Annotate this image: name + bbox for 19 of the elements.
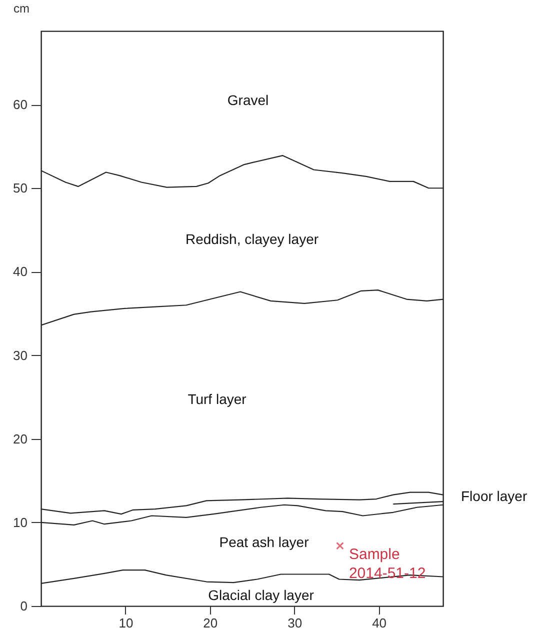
annotation: Glacial clay layer <box>208 587 314 603</box>
x-tick-label: 40 <box>372 616 387 630</box>
annotation: Turf layer <box>188 391 247 407</box>
annotation: Gravel <box>227 92 269 108</box>
x-tick-label: 20 <box>203 616 218 630</box>
y-tick-label: 20 <box>13 431 28 446</box>
text: Floor layer <box>461 488 528 504</box>
series-label: Sample 2014-51-12 <box>348 546 426 582</box>
y-tick-label: 30 <box>13 348 28 363</box>
y-tick-label: 10 <box>13 514 28 530</box>
x-tick-label: 10 <box>118 616 134 630</box>
x-tick-label: 30 <box>288 616 302 630</box>
annotation: Peat ash layer <box>219 534 310 550</box>
y-tick-label: 60 <box>13 97 28 112</box>
y-tick-label: 0 <box>20 598 28 614</box>
y-tick-label: 40 <box>13 264 28 280</box>
annotation: Reddish, clayey layer <box>185 231 319 247</box>
y-axis-title: cm <box>14 2 30 16</box>
y-tick-label: 50 <box>13 180 28 196</box>
